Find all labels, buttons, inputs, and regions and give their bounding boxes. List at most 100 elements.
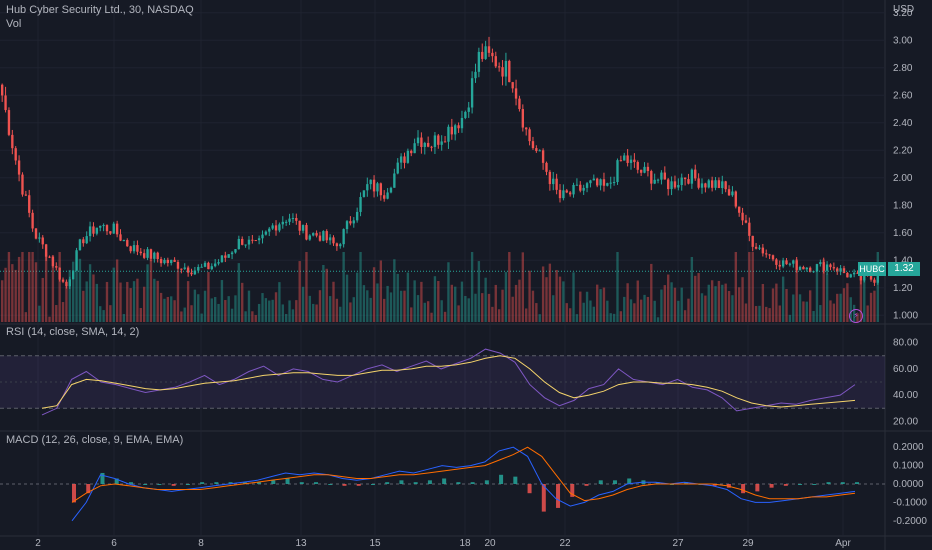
lightning-icon[interactable]: ⚡ bbox=[849, 309, 863, 323]
candle-body bbox=[78, 239, 82, 251]
candle-body bbox=[396, 162, 399, 174]
volume-legend[interactable]: Vol bbox=[6, 18, 22, 30]
volume-bar bbox=[207, 272, 210, 322]
candle-body bbox=[224, 255, 227, 258]
candle-body bbox=[38, 237, 41, 239]
price-tick-label: 2.40 bbox=[893, 118, 913, 129]
candle-body bbox=[153, 252, 156, 259]
macd-histogram-bar bbox=[242, 482, 247, 484]
candle-body bbox=[301, 225, 305, 231]
candle-body bbox=[792, 260, 795, 264]
symbol-legend[interactable]: Hub Cyber Security Ltd., 30, NASDAQ bbox=[6, 4, 194, 16]
candle-body bbox=[484, 46, 487, 59]
volume-bar bbox=[781, 276, 785, 322]
candle-body bbox=[765, 253, 768, 255]
candle-body bbox=[758, 247, 761, 249]
candle-body bbox=[200, 266, 203, 268]
volume-bar bbox=[694, 275, 697, 322]
candle-body bbox=[149, 249, 153, 259]
candle-body bbox=[207, 262, 210, 270]
x-tick-label: 20 bbox=[484, 538, 496, 549]
macd-pane[interactable] bbox=[0, 446, 885, 522]
candle-body bbox=[460, 117, 464, 129]
volume-bar bbox=[447, 262, 450, 322]
volume-bar bbox=[535, 303, 538, 322]
candle-body bbox=[548, 171, 552, 185]
price-tick-label: 1.40 bbox=[893, 255, 913, 266]
volume-bar bbox=[721, 284, 724, 322]
volume-bar bbox=[284, 313, 288, 322]
candle-body bbox=[660, 172, 663, 180]
rsi-legend[interactable]: RSI (14, close, SMA, 14, 2) bbox=[6, 326, 140, 338]
candle-body bbox=[525, 127, 528, 130]
candle-body bbox=[859, 273, 863, 281]
candle-body bbox=[112, 223, 115, 234]
candle-body bbox=[271, 225, 274, 229]
volume-bar bbox=[31, 252, 34, 322]
volume-bar bbox=[602, 287, 606, 322]
volume-bar bbox=[71, 261, 75, 322]
volume-bar bbox=[859, 267, 863, 322]
volume-bar bbox=[660, 289, 663, 322]
candle-body bbox=[454, 125, 457, 135]
price-tick-label: 1.80 bbox=[893, 200, 913, 211]
volume-bar bbox=[257, 303, 261, 322]
price-tick-label: 1.000 bbox=[893, 310, 918, 321]
candle-body bbox=[88, 226, 92, 237]
macd-histogram-bar bbox=[100, 472, 105, 484]
candle-body bbox=[335, 243, 339, 247]
volume-bar bbox=[237, 263, 241, 322]
rsi-tick-label: 80.00 bbox=[893, 338, 918, 349]
candle-body bbox=[281, 221, 284, 225]
x-tick-label: 15 bbox=[369, 538, 381, 549]
candle-body bbox=[602, 179, 606, 186]
volume-bar bbox=[501, 289, 504, 322]
volume-bar bbox=[399, 290, 403, 322]
candle-body bbox=[284, 221, 288, 223]
volume-bar bbox=[132, 281, 136, 322]
candle-body bbox=[383, 195, 386, 199]
volume-bar bbox=[650, 263, 653, 322]
volume-bar bbox=[51, 255, 55, 322]
candle-body bbox=[819, 262, 822, 265]
macd-histogram-bar bbox=[385, 482, 390, 484]
candle-body bbox=[761, 247, 765, 254]
rsi-band bbox=[0, 355, 885, 409]
candle-body bbox=[203, 262, 207, 267]
volume-bar bbox=[744, 303, 748, 322]
macd-legend[interactable]: MACD (12, 26, close, 9, EMA, EMA) bbox=[6, 434, 184, 446]
volume-bar bbox=[183, 307, 186, 322]
macd-histogram-bar bbox=[499, 474, 504, 484]
candle-body bbox=[663, 172, 666, 180]
macd-histogram-bar bbox=[214, 482, 219, 484]
volume-bar bbox=[102, 310, 105, 322]
volume-bar bbox=[261, 293, 264, 322]
volume-bar bbox=[146, 264, 149, 322]
rsi-pane[interactable] bbox=[0, 348, 885, 416]
volume-bar bbox=[217, 303, 220, 322]
volume-bar bbox=[805, 301, 808, 322]
volume-bar bbox=[410, 307, 413, 322]
candle-body bbox=[21, 174, 24, 195]
candle-body bbox=[92, 226, 95, 234]
volume-bar bbox=[748, 252, 751, 322]
candle-body bbox=[474, 71, 477, 79]
candle-body bbox=[511, 82, 514, 89]
candle-body bbox=[592, 178, 596, 181]
candle-body bbox=[190, 272, 193, 275]
candle-body bbox=[136, 245, 139, 252]
candle-body bbox=[650, 171, 653, 184]
volume-bar bbox=[585, 291, 589, 322]
volume-bar bbox=[342, 252, 345, 322]
price-tick-label: 1.20 bbox=[893, 283, 913, 294]
price-pane[interactable] bbox=[0, 36, 885, 289]
macd-tick-label: 0.0000 bbox=[893, 479, 924, 490]
volume-bar bbox=[82, 290, 85, 322]
x-tick-label: 29 bbox=[742, 538, 754, 549]
volume-bar bbox=[687, 298, 690, 322]
volume-bar bbox=[623, 296, 626, 322]
candle-body bbox=[99, 225, 102, 228]
volume-bar bbox=[68, 269, 71, 322]
candle-body bbox=[741, 212, 744, 221]
